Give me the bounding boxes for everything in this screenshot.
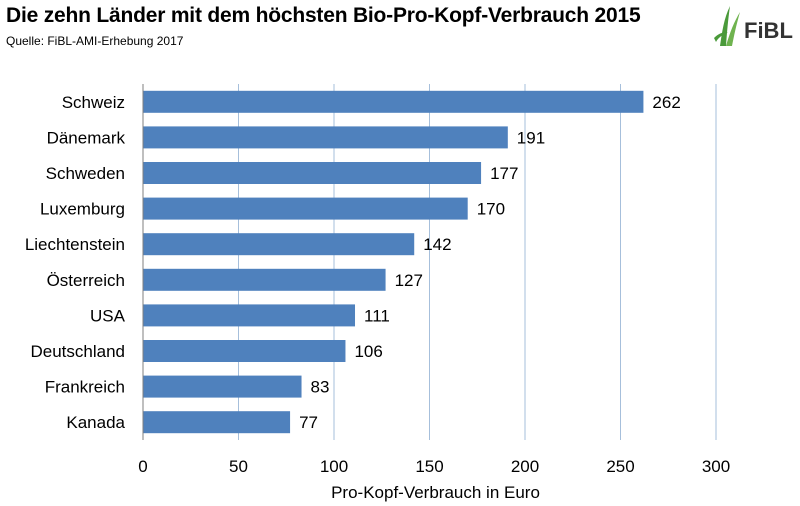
chart-title: Die zehn Länder mit dem höchsten Bio-Pro… bbox=[6, 4, 641, 27]
x-tick-label: 250 bbox=[606, 457, 634, 476]
value-label: 170 bbox=[477, 200, 505, 219]
bar bbox=[143, 197, 468, 220]
category-labels: Schweiz Dänemark Schweden Luxemburg Liechten… bbox=[25, 93, 126, 432]
bar bbox=[143, 233, 415, 256]
value-label: 191 bbox=[517, 128, 545, 147]
category-label: Deutschland bbox=[30, 342, 125, 361]
value-label: 262 bbox=[652, 93, 680, 112]
bar bbox=[143, 375, 302, 398]
bar bbox=[143, 126, 508, 149]
x-tick-labels: 0 50 100 150 200 250 300 bbox=[138, 457, 730, 476]
bar bbox=[143, 411, 291, 434]
chart-source: Quelle: FiBL-AMI-Erhebung 2017 bbox=[6, 34, 184, 48]
bar bbox=[143, 304, 356, 327]
bars bbox=[143, 90, 644, 434]
bar bbox=[143, 268, 386, 291]
value-label: 142 bbox=[423, 235, 451, 254]
value-label: 127 bbox=[395, 271, 423, 290]
x-tick-label: 150 bbox=[415, 457, 443, 476]
logo-text: FiBL bbox=[744, 18, 793, 43]
x-tick-label: 100 bbox=[320, 457, 348, 476]
category-label: Luxemburg bbox=[40, 200, 125, 219]
category-label: Frankreich bbox=[45, 378, 125, 397]
bar bbox=[143, 90, 644, 113]
value-label: 177 bbox=[490, 164, 518, 183]
x-axis-label: Pro-Kopf-Verbrauch in Euro bbox=[331, 483, 540, 502]
fibl-logo: FiBL bbox=[714, 6, 793, 46]
x-tick-label: 0 bbox=[138, 457, 147, 476]
category-label: Schweden bbox=[46, 164, 125, 183]
x-tick-label: 50 bbox=[229, 457, 248, 476]
value-label: 106 bbox=[354, 342, 382, 361]
leaf-icon bbox=[714, 6, 740, 46]
bar bbox=[143, 162, 482, 184]
value-label: 83 bbox=[311, 378, 330, 397]
bar bbox=[143, 340, 346, 362]
category-label: Österreich bbox=[47, 271, 125, 290]
x-tick-label: 200 bbox=[511, 457, 539, 476]
category-label: Kanada bbox=[66, 413, 125, 432]
value-label: 77 bbox=[299, 413, 318, 432]
category-label: USA bbox=[90, 306, 126, 325]
category-label: Liechtenstein bbox=[25, 235, 125, 254]
value-label: 111 bbox=[364, 306, 390, 325]
x-tick-label: 300 bbox=[702, 457, 730, 476]
category-label: Schweiz bbox=[62, 93, 125, 112]
category-label: Dänemark bbox=[47, 128, 126, 147]
